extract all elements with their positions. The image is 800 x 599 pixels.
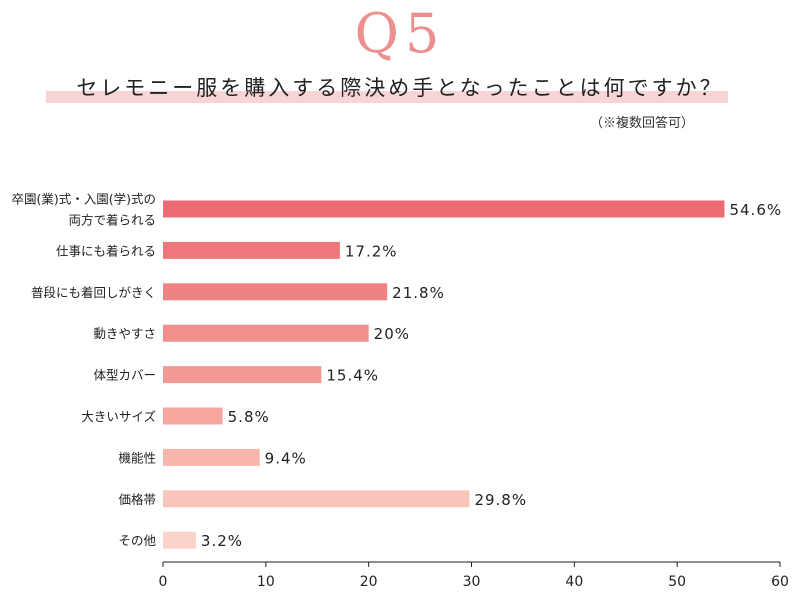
multiple-answer-note: （※複数回答可）: [590, 116, 695, 131]
value-label: 54.6%: [729, 201, 782, 219]
bar: [163, 241, 340, 259]
category-label: 卒園(業)式・入園(学)式の: [11, 192, 156, 207]
bar: [163, 490, 470, 508]
value-label: 21.8%: [392, 284, 445, 302]
category-label: 両方で着られる: [68, 213, 156, 228]
chart-title: セレモニー服を購入する際決め手となったことは何ですか？: [76, 76, 724, 100]
value-label: 3.2%: [201, 532, 243, 550]
x-tick-label: 0: [159, 574, 168, 590]
category-label: 普段にも着回しがきく: [31, 285, 156, 300]
bar: [163, 448, 260, 466]
value-label: 9.4%: [265, 449, 307, 467]
category-label: 大きいサイズ: [81, 409, 156, 424]
value-label: 5.8%: [228, 408, 270, 426]
value-label: 20%: [374, 325, 410, 343]
bar: [163, 531, 196, 549]
category-label: その他: [118, 533, 156, 548]
value-label: 29.8%: [474, 491, 527, 509]
category-label: 動きやすさ: [93, 326, 156, 341]
bar: [163, 200, 725, 218]
category-label: 価格帯: [118, 492, 156, 507]
bar: [163, 366, 322, 384]
question-number: Q5: [354, 2, 446, 65]
category-label: 仕事にも着られる: [56, 243, 156, 258]
value-label: 15.4%: [326, 367, 379, 385]
bar: [163, 407, 223, 425]
category-label: 体型カバー: [93, 368, 156, 383]
bar: [163, 283, 388, 301]
x-tick-label: 30: [463, 574, 481, 590]
x-tick-label: 20: [360, 574, 378, 590]
x-tick-label: 10: [257, 574, 275, 590]
x-tick-label: 50: [668, 574, 686, 590]
category-label: 機能性: [118, 450, 156, 465]
x-tick-label: 40: [565, 574, 583, 590]
title-highlight: [46, 91, 728, 103]
value-label: 17.2%: [345, 242, 398, 260]
x-tick-label: 60: [771, 574, 789, 590]
bar: [163, 324, 369, 342]
